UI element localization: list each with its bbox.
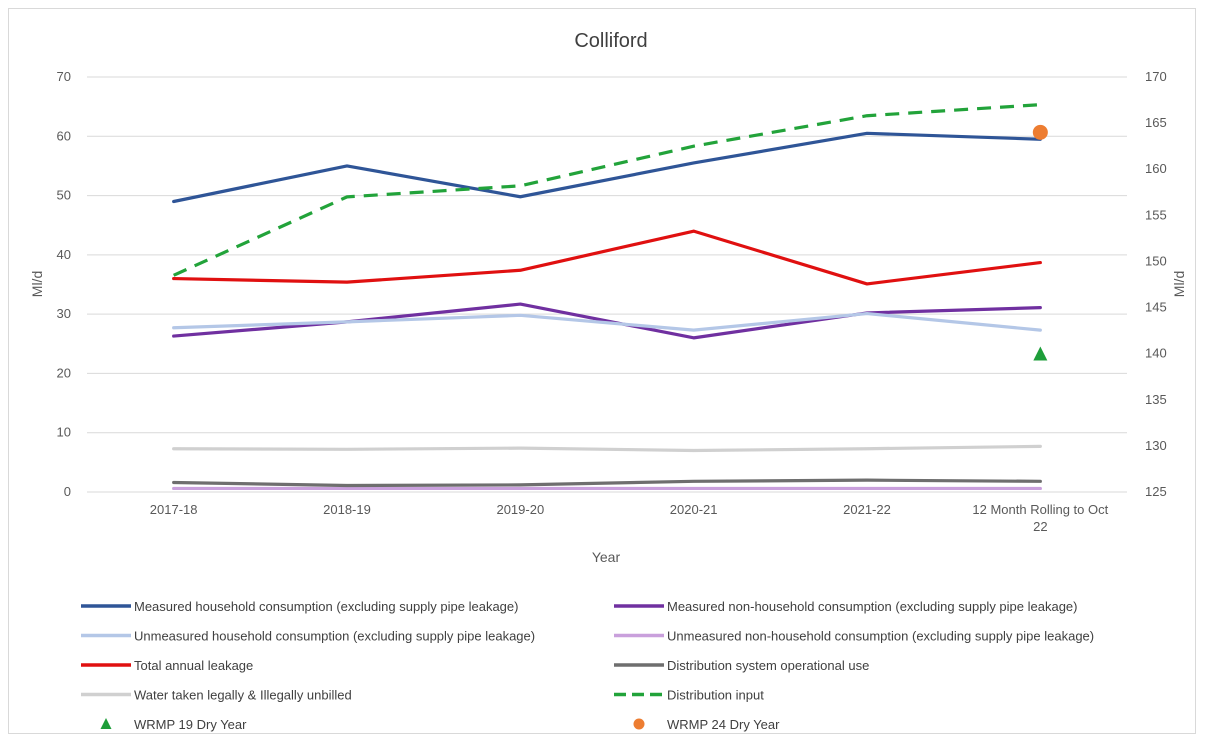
wrmp19-marker: [1033, 346, 1048, 361]
left-tick-label: 20: [57, 365, 71, 380]
series-line-2: [172, 302, 1042, 340]
x-tick-label: 2019-20: [496, 502, 544, 517]
wrmp24-marker: [1032, 124, 1048, 140]
left-tick-label: 70: [57, 69, 71, 84]
x-tick-line: 2018-19: [323, 502, 371, 517]
legend-swatch-wrmp24: [633, 718, 645, 730]
legend-label-1: Measured household consumption (excludin…: [134, 599, 518, 614]
x-tick-line: 22: [1033, 519, 1047, 534]
x-axis-title: Year: [592, 549, 621, 565]
legend-label-6: Distribution system operational use: [667, 658, 869, 673]
right-tick-label: 135: [1145, 392, 1167, 407]
left-tick-label: 0: [64, 484, 71, 499]
series-line-6: [172, 478, 1042, 488]
series-line-3: [172, 311, 1042, 332]
right-tick-label: 140: [1145, 346, 1167, 361]
right-axis-title: Ml/d: [1171, 271, 1187, 297]
legend-label-4: Unmeasured non-household consumption (ex…: [667, 629, 1094, 644]
x-tick-line: 2021-22: [843, 502, 891, 517]
series-line-5: [172, 229, 1042, 286]
series-line-8: [173, 103, 1041, 277]
chart-svg: Colliford 0 10 20 30 40 50 60 70 125 130 135 140 14…: [29, 30, 1187, 732]
x-tick-label: 2021-22: [843, 502, 891, 517]
right-tick-label: 170: [1145, 69, 1167, 84]
left-axis-title: Ml/d: [29, 271, 45, 297]
right-tick-label: 150: [1145, 253, 1167, 268]
right-tick-label: 125: [1145, 484, 1167, 499]
left-tick-label: 30: [57, 306, 71, 321]
x-tick-label: 12 Month Rolling to Oct 22: [972, 502, 1108, 534]
left-tick-label: 60: [57, 128, 71, 143]
series-lines: [172, 103, 1042, 491]
legend-label-2: Measured non-household consumption (excl…: [667, 599, 1077, 614]
markers: [1032, 124, 1048, 361]
legend-label-5: Total annual leakage: [134, 658, 253, 673]
left-tick-label: 10: [57, 425, 71, 440]
right-tick-label: 155: [1145, 207, 1167, 222]
legend-label-7: Water taken legally & Illegally unbilled: [134, 688, 352, 703]
x-tick-label: 2020-21: [670, 502, 718, 517]
right-tick-label: 145: [1145, 300, 1167, 315]
x-tick-line: 2020-21: [670, 502, 718, 517]
right-tick-label: 130: [1145, 438, 1167, 453]
left-axis-ticks: 0 10 20 30 40 50 60 70: [57, 69, 71, 499]
legend-label-marker-1: WRMP 19 Dry Year: [134, 717, 247, 732]
x-axis-ticks: 2017-18 2018-19 2019-20 2020-21 2021-22 12 Mo…: [150, 502, 1109, 534]
x-tick-label: 2017-18: [150, 502, 198, 517]
x-tick-line: 2019-20: [496, 502, 544, 517]
x-tick-line: 12 Month Rolling to Oct: [972, 502, 1108, 517]
legend-label-3: Unmeasured household consumption (exclud…: [134, 629, 535, 644]
x-tick-line: 2017-18: [150, 502, 198, 517]
chart-frame: Colliford 0 10 20 30 40 50 60 70 125 130 135 140 14…: [8, 8, 1196, 734]
legend: Measured household consumption (excludin…: [81, 599, 1094, 732]
gridlines: [87, 76, 1127, 493]
right-tick-label: 160: [1145, 161, 1167, 176]
series-line-7: [172, 444, 1042, 453]
left-tick-label: 40: [57, 247, 71, 262]
x-tick-label: 2018-19: [323, 502, 371, 517]
right-axis-ticks: 125 130 135 140 145 150 155 160 165 170: [1145, 69, 1167, 499]
chart-title: Colliford: [574, 30, 647, 52]
legend-label-8: Distribution input: [667, 688, 764, 703]
right-tick-label: 165: [1145, 115, 1167, 130]
left-tick-label: 50: [57, 188, 71, 203]
series-line-1: [172, 131, 1042, 204]
legend-label-marker-2: WRMP 24 Dry Year: [667, 717, 780, 732]
legend-swatch-wrmp19: [100, 718, 112, 729]
